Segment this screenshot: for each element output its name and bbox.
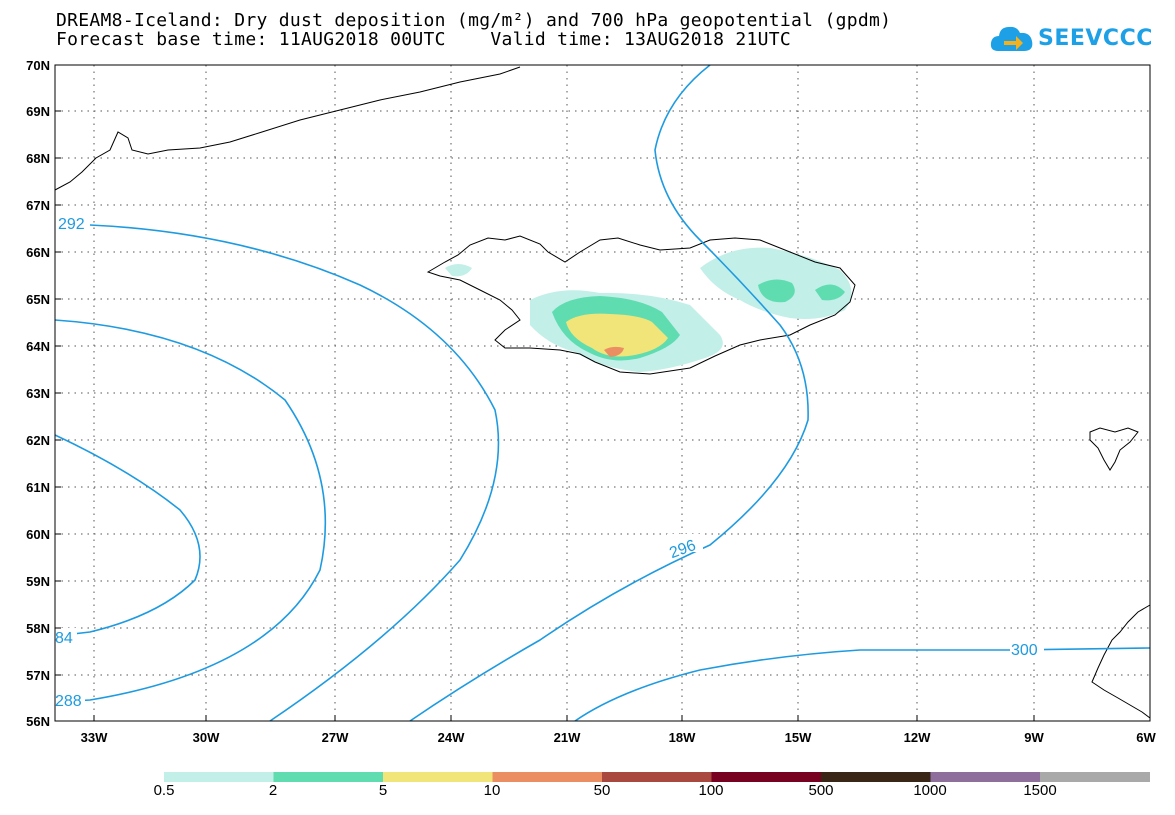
lon-label: 33W — [81, 730, 108, 745]
lat-label: 66N — [26, 245, 50, 260]
colorbar-segment — [930, 772, 1041, 782]
lat-label: 60N — [26, 527, 50, 542]
contour-label-284: 84 — [55, 630, 73, 647]
dust-band-2-east2 — [815, 284, 845, 301]
contour-label-group: 292 296 300 84 288 — [55, 216, 1044, 710]
lat-label: 68N — [26, 151, 50, 166]
lat-label: 67N — [26, 198, 50, 213]
colorbar-label: 1000 — [913, 782, 947, 799]
colorbar — [164, 772, 1150, 782]
colorbar-segment — [164, 772, 274, 782]
greenland-coast — [54, 66, 521, 191]
colorbar-label: 500 — [808, 782, 834, 799]
lat-label: 64N — [26, 339, 50, 354]
contour-300 — [574, 647, 1151, 722]
lat-label: 59N — [26, 574, 50, 589]
colorbar-label: 100 — [698, 782, 724, 799]
colorbar-segment — [383, 772, 493, 782]
colorbar-segment — [273, 772, 384, 782]
lat-label: 58N — [26, 621, 50, 636]
colorbar-segment — [711, 772, 822, 782]
lon-label: 18W — [669, 730, 696, 745]
lat-label: 57N — [26, 668, 50, 683]
seevccc-logo: SEEVCCC — [990, 18, 1153, 58]
contour-label-292: 292 — [58, 216, 85, 233]
contour-284 — [54, 434, 201, 637]
lat-label: 69N — [26, 104, 50, 119]
map-title: DREAM8-Iceland: Dry dust deposition (mg/… — [56, 10, 892, 31]
contour-label-300: 300 — [1011, 642, 1038, 659]
lon-label: 27W — [322, 730, 349, 745]
contour-292 — [89, 224, 500, 722]
lon-label: 30W — [193, 730, 220, 745]
map-subtitle: Forecast base time: 11AUG2018 00UTC Vali… — [56, 29, 792, 50]
colorbar-segment — [1040, 772, 1150, 782]
lat-label: 61N — [26, 480, 50, 495]
lat-label: 62N — [26, 433, 50, 448]
longitude-labels: 33W 30W 27W 24W 21W 18W 15W 12W 9W 6W — [81, 730, 1157, 745]
geopotential-contours — [54, 64, 1151, 722]
colorbar-label: 5 — [378, 782, 388, 799]
dust-band-0-5-west — [445, 264, 472, 277]
colorbar-label: 2 — [268, 782, 278, 799]
lon-label: 21W — [554, 730, 581, 745]
coastlines — [54, 66, 1151, 719]
iceland-coast — [426, 235, 856, 375]
contour-288 — [54, 319, 327, 703]
logo-text: SEEVCCC — [1038, 25, 1153, 51]
lat-label: 70N — [26, 58, 50, 73]
lat-label: 56N — [26, 714, 50, 729]
scotland-coast — [1091, 604, 1151, 719]
dust-band-10 — [604, 346, 624, 357]
colorbar-segment — [492, 772, 603, 782]
lat-label: 63N — [26, 386, 50, 401]
lat-label: 65N — [26, 292, 50, 307]
lon-label: 24W — [438, 730, 465, 745]
contour-label-288: 288 — [55, 693, 82, 710]
contour-296 — [409, 64, 809, 722]
lon-label: 12W — [904, 730, 931, 745]
lon-label: 15W — [785, 730, 812, 745]
dust-band-2-east — [758, 279, 795, 303]
colorbar-label: 0.5 — [153, 782, 175, 799]
graticule — [55, 65, 1150, 721]
lon-label: 9W — [1024, 730, 1044, 745]
latitude-labels: 70N 69N 68N 67N 66N 65N 64N 63N 62N 61N … — [26, 58, 50, 729]
lon-label: 6W — [1136, 730, 1156, 745]
faroe-islands — [1089, 427, 1139, 471]
colorbar-label: 10 — [483, 782, 501, 799]
colorbar-segment — [821, 772, 931, 782]
colorbar-label: 50 — [593, 782, 611, 799]
dust-band-5 — [566, 313, 668, 357]
dust-deposition-field — [445, 247, 852, 372]
cloud-icon — [990, 26, 1033, 51]
colorbar-segment — [602, 772, 712, 782]
tick-marks — [55, 110, 1035, 721]
colorbar-label: 1500 — [1023, 782, 1057, 799]
